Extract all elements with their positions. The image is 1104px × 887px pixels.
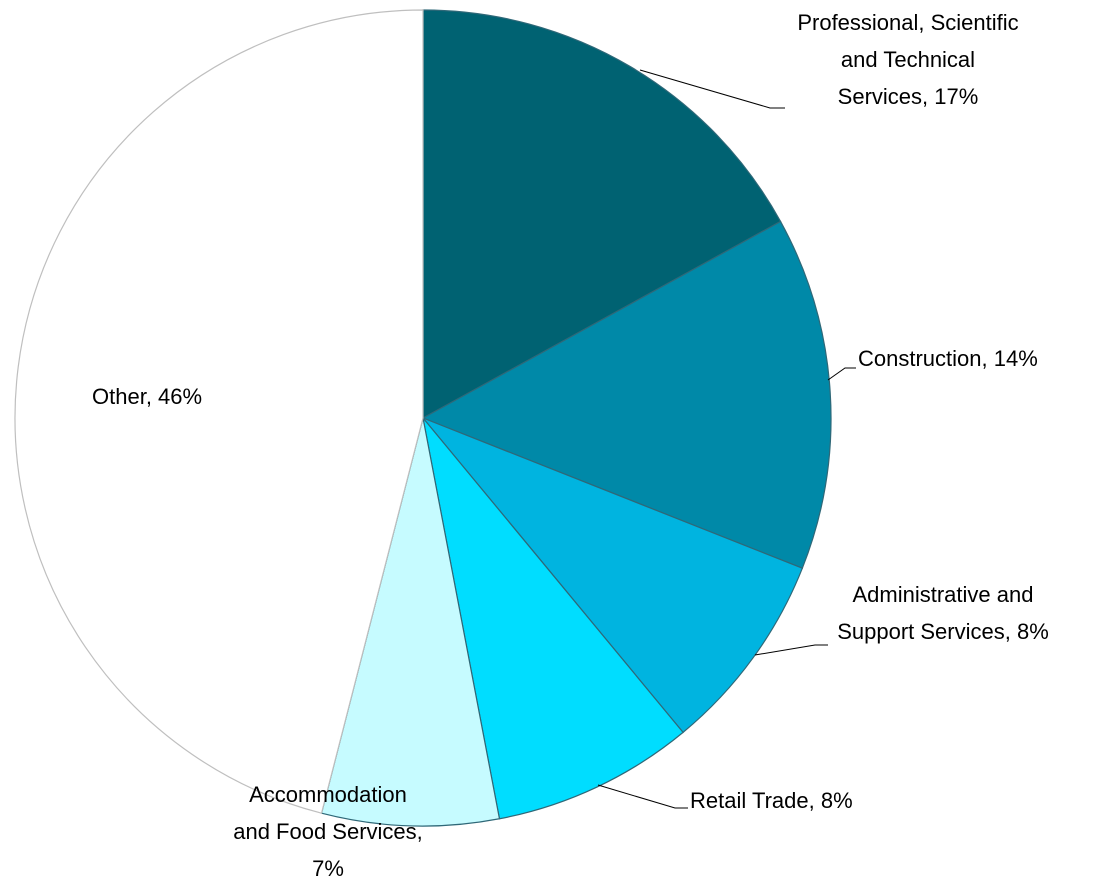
pie-slice (422, 417, 684, 820)
slices (14, 9, 832, 827)
leader-line (754, 644, 828, 656)
pie-slice (422, 417, 804, 734)
pie-slice (421, 220, 832, 569)
slice-label: Administrative and Support Services, 8% (837, 582, 1049, 644)
slice-label: Construction, 14% (858, 346, 1038, 371)
leader-line (639, 69, 785, 109)
pie-slice (14, 9, 424, 814)
leader-lines (597, 69, 856, 809)
leader-line (827, 367, 856, 381)
pie-slice (422, 9, 782, 420)
slice-label: Professional, Scientific and Technical S… (797, 10, 1019, 109)
slice-label: Accommodation and Food Services, 7% (233, 782, 423, 881)
slice-label: Retail Trade, 8% (690, 788, 853, 813)
pie-slice (320, 417, 501, 827)
slice-label: Other, 46% (92, 384, 203, 409)
leader-line (597, 784, 688, 809)
